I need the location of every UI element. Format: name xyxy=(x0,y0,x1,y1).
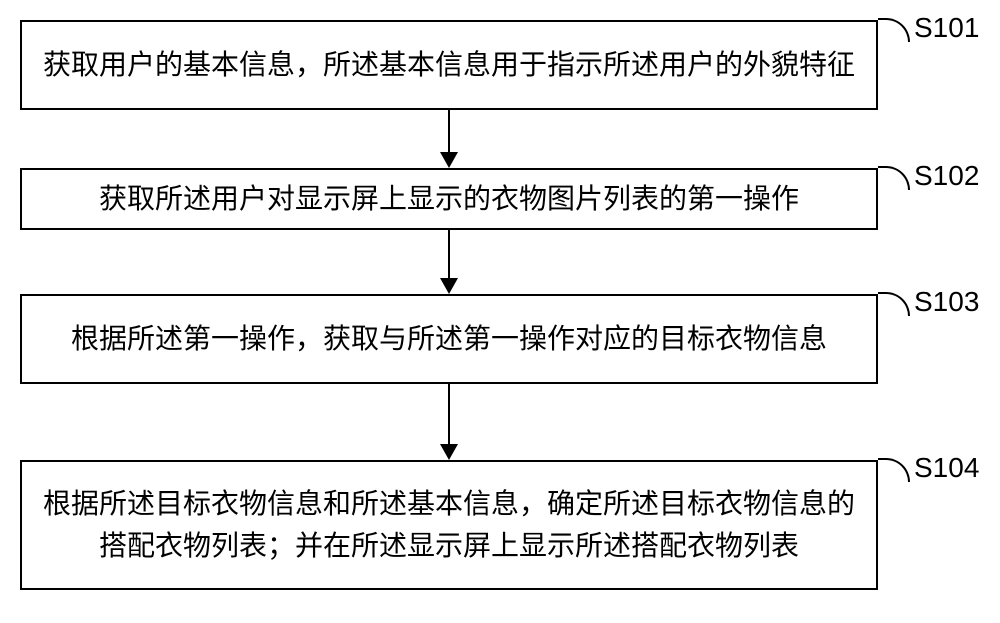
step-s101-text: 获取用户的基本信息，所述基本信息用于指示所述用户的外貌特征 xyxy=(43,44,855,86)
flowchart-container: 获取用户的基本信息，所述基本信息用于指示所述用户的外貌特征 S101 获取所述用… xyxy=(0,0,1000,623)
label-s101: S101 xyxy=(914,12,979,44)
step-s101: 获取用户的基本信息，所述基本信息用于指示所述用户的外貌特征 xyxy=(20,20,878,110)
arrow-1-shaft xyxy=(448,110,450,152)
step-s102: 获取所述用户对显示屏上显示的衣物图片列表的第一操作 xyxy=(20,168,878,230)
arrow-3-head xyxy=(440,444,458,460)
step-s103: 根据所述第一操作，获取与所述第一操作对应的目标衣物信息 xyxy=(20,294,878,384)
label-s104: S104 xyxy=(914,452,979,484)
step-s102-text: 获取所述用户对显示屏上显示的衣物图片列表的第一操作 xyxy=(99,178,799,220)
connector-s104 xyxy=(878,458,910,482)
step-s103-text: 根据所述第一操作，获取与所述第一操作对应的目标衣物信息 xyxy=(71,318,827,360)
connector-s102 xyxy=(878,166,910,190)
arrow-3-shaft xyxy=(448,384,450,444)
connector-s101 xyxy=(878,18,910,42)
label-s102: S102 xyxy=(914,160,979,192)
connector-s103 xyxy=(878,292,910,316)
step-s104: 根据所述目标衣物信息和所述基本信息，确定所述目标衣物信息的搭配衣物列表；并在所述… xyxy=(20,460,878,590)
label-s103: S103 xyxy=(914,286,979,318)
step-s104-text: 根据所述目标衣物信息和所述基本信息，确定所述目标衣物信息的搭配衣物列表；并在所述… xyxy=(42,483,856,567)
arrow-2-shaft xyxy=(448,230,450,278)
arrow-1-head xyxy=(440,152,458,168)
arrow-2-head xyxy=(440,278,458,294)
